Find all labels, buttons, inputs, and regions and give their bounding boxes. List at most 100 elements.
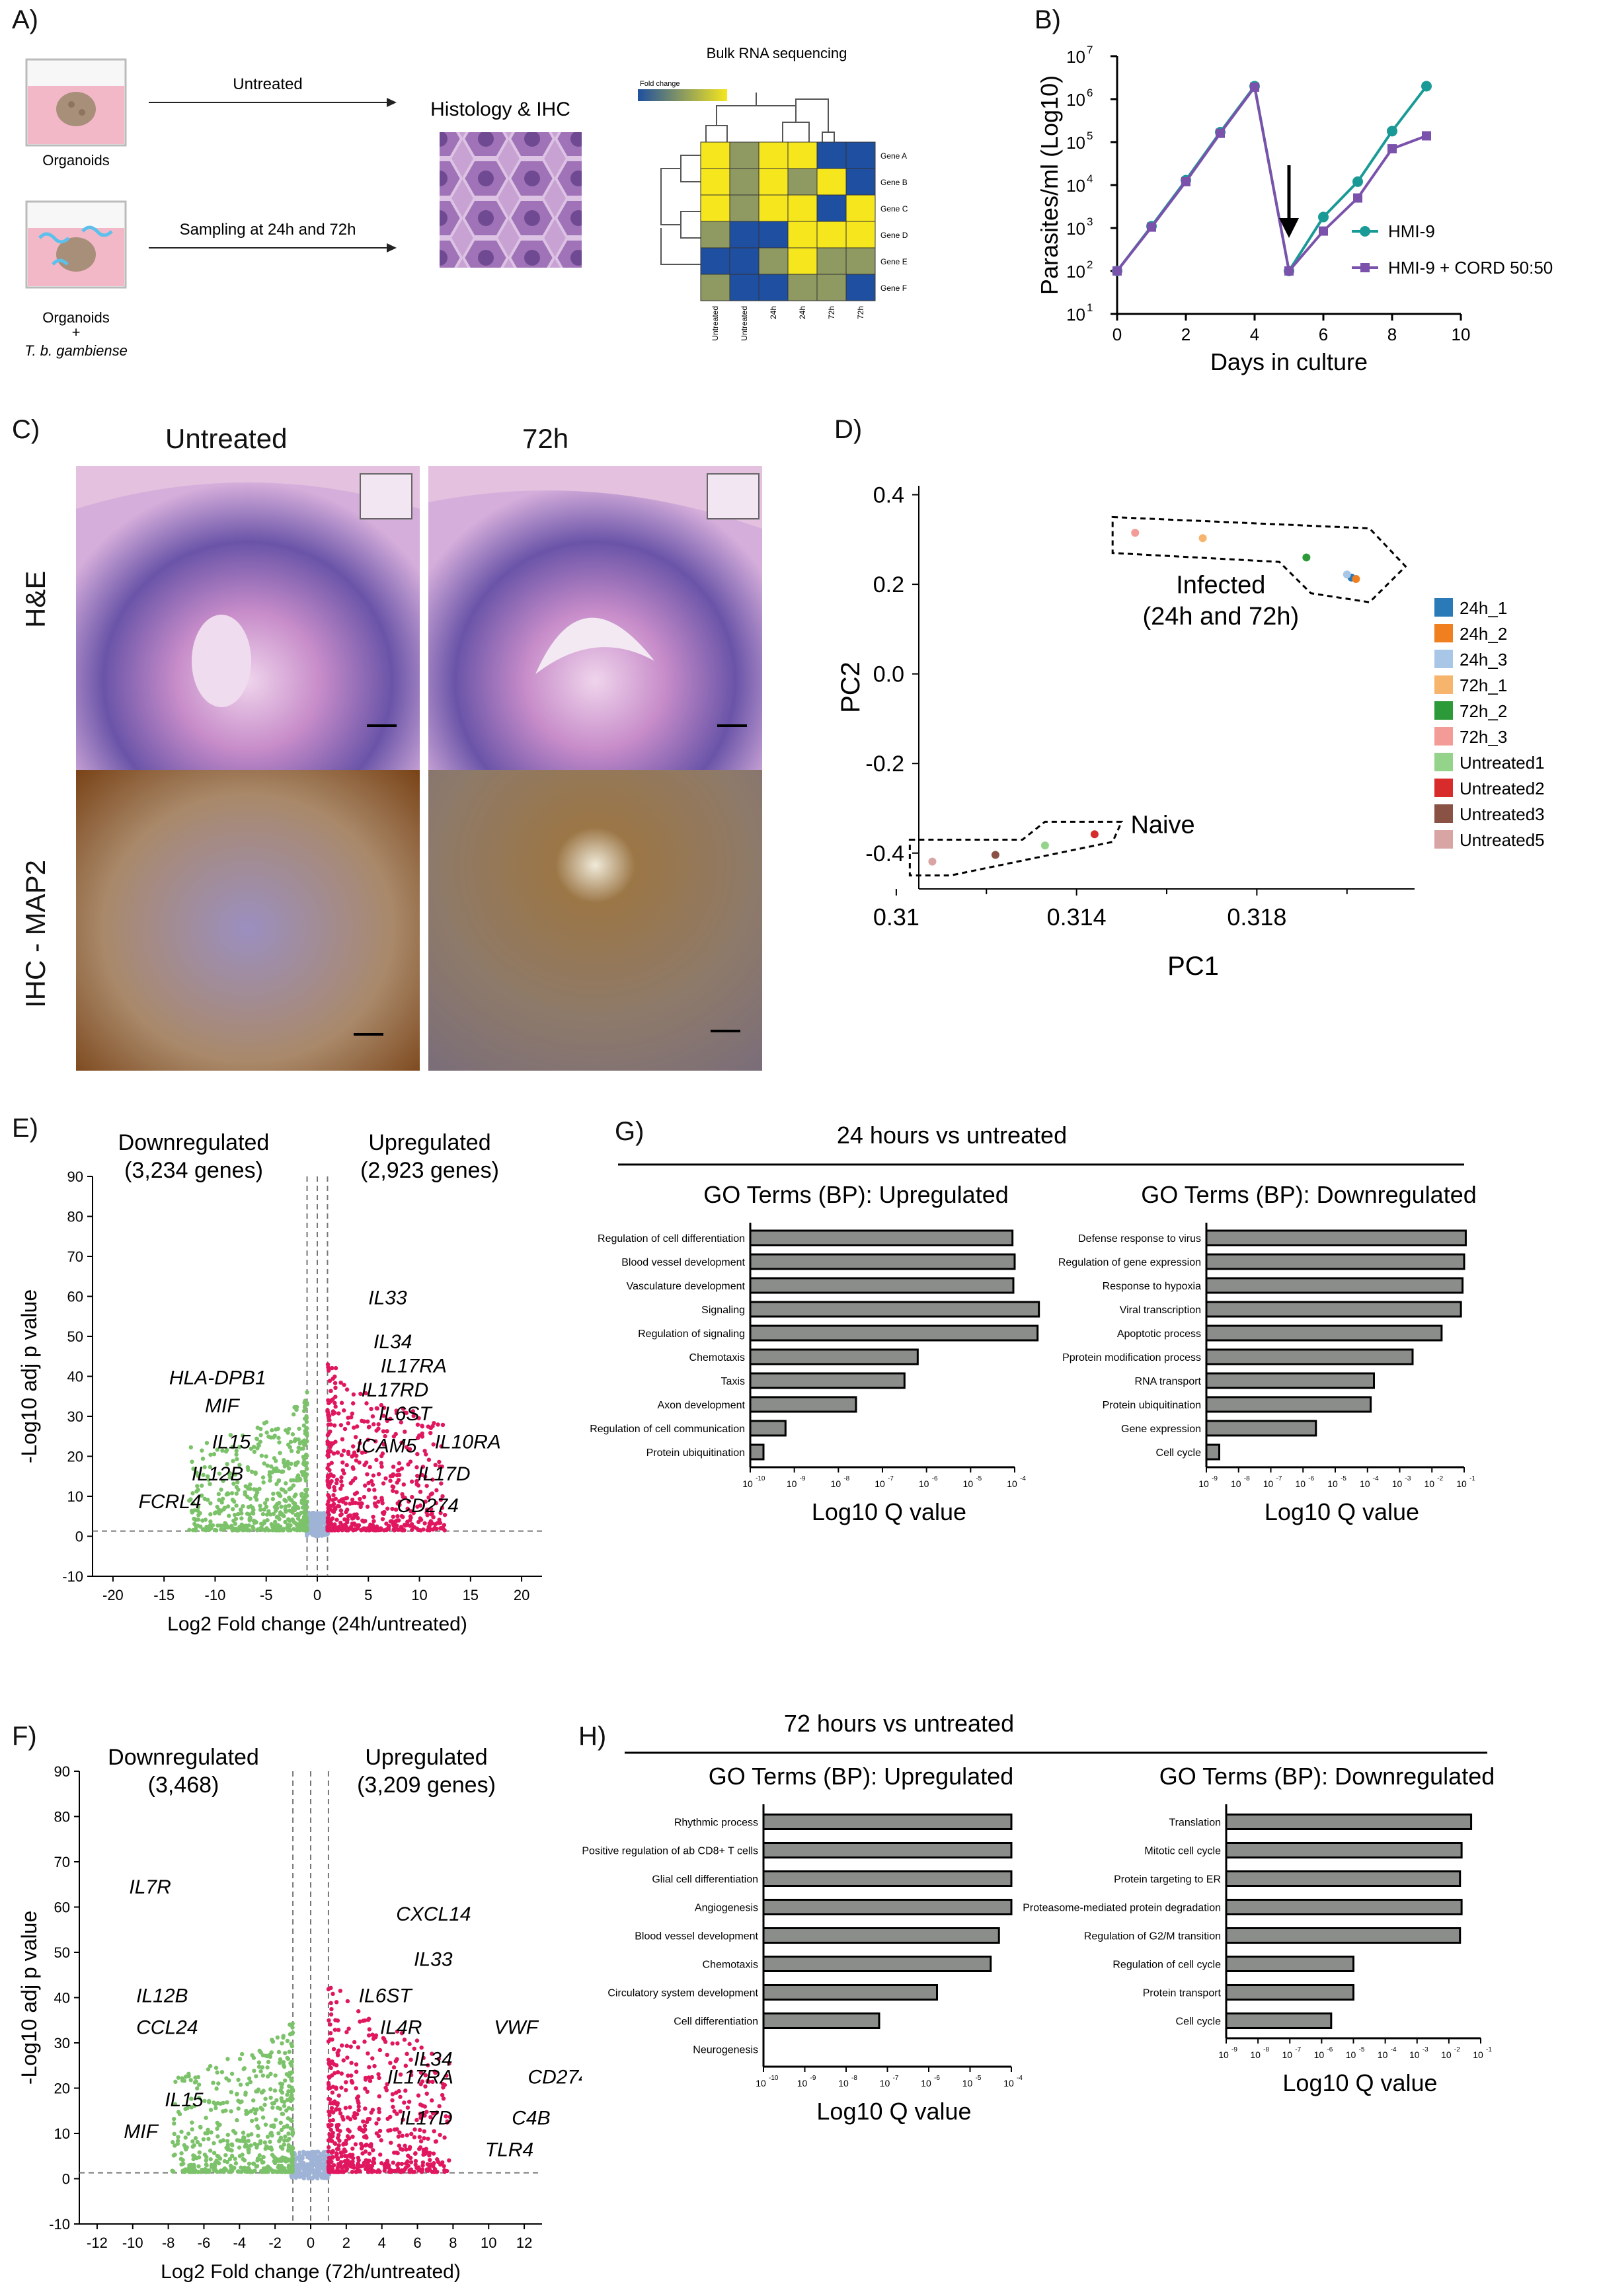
gene-point-down xyxy=(260,2115,266,2120)
gene-point-down xyxy=(287,1426,292,1432)
gene-point-up xyxy=(426,2136,430,2141)
gene-point-down xyxy=(248,1482,253,1487)
gene-point-up xyxy=(411,1414,416,1418)
gene-point-up xyxy=(413,2159,418,2164)
heatmap-cell xyxy=(845,141,876,169)
point-hmi9 xyxy=(1387,126,1397,137)
gene-point-down xyxy=(304,1431,309,1435)
gene-point-up xyxy=(372,1528,377,1533)
gene-point-up xyxy=(378,1526,383,1531)
go-x-tick-label: 10 xyxy=(1250,2049,1261,2060)
gene-point-up xyxy=(338,1423,344,1428)
y-tick-label: 20 xyxy=(67,1449,83,1465)
gene-point-up xyxy=(354,1453,359,1458)
gene-point-down xyxy=(225,2132,231,2137)
go-x-axis-label: Log10 Q value xyxy=(816,2098,971,2125)
gene-point-down xyxy=(282,2064,287,2069)
gene-point-up xyxy=(434,2110,440,2115)
gene-point-up xyxy=(331,2118,335,2123)
go-term-label: Regulation of signaling xyxy=(638,1328,745,1340)
go-x-tick-exponent: -8 xyxy=(851,2075,857,2082)
gene-point-up xyxy=(338,2129,342,2133)
y-tick-label: -0.2 xyxy=(865,751,904,777)
gene-point-up xyxy=(340,2114,345,2120)
gene-point-down xyxy=(271,1491,276,1496)
gene-point-ns xyxy=(311,1518,315,1523)
gene-point-down xyxy=(280,2099,285,2104)
go-bar xyxy=(749,1443,765,1461)
gene-point-up xyxy=(382,1510,387,1515)
gene-point-up xyxy=(344,2168,349,2172)
x-tick-label: 10 xyxy=(1452,325,1471,344)
gene-point-up xyxy=(430,2098,434,2103)
gene-point-down xyxy=(178,2157,184,2161)
gene-point-up xyxy=(376,1500,381,1504)
gene-point-down xyxy=(249,2118,254,2124)
fold-change-label: Fold change xyxy=(640,80,680,88)
gene-point-down xyxy=(237,2138,242,2143)
legend-swatch xyxy=(1434,804,1453,823)
x-axis-label: PC1 xyxy=(1167,952,1219,981)
heatmap-gene-label: Gene E xyxy=(880,257,908,266)
gene-point-ns xyxy=(309,2152,313,2157)
y-axis-label: -Log10 adj p value xyxy=(17,1911,41,2085)
gene-point-up xyxy=(395,2162,400,2168)
x-tick-label: -4 xyxy=(233,2235,247,2251)
point-hmi9 xyxy=(1352,176,1363,187)
gene-point-down xyxy=(190,1459,194,1464)
gene-point-down xyxy=(224,2076,229,2081)
gene-point-down xyxy=(278,2088,283,2093)
gene-point-down xyxy=(245,1512,250,1516)
gene-point-ns xyxy=(304,2164,309,2168)
treatment-arrowhead xyxy=(1279,218,1299,238)
x-tick-label: 20 xyxy=(514,1587,529,1603)
gene-point-up xyxy=(335,2165,340,2170)
gene-point-down xyxy=(287,1487,292,1492)
gene-point-up xyxy=(380,1517,385,1521)
y-tick-label: 10 xyxy=(1066,219,1085,239)
heatmap-cell xyxy=(816,141,847,169)
organoids-infected-label: Organoids xyxy=(42,309,110,326)
gene-point-up xyxy=(416,1416,421,1421)
gene-point-up xyxy=(350,1401,356,1406)
gene-point-down xyxy=(266,1509,271,1513)
gene-point-down xyxy=(276,1478,282,1483)
gene-point-up xyxy=(426,1424,430,1429)
legend-label: Untreated5 xyxy=(1460,830,1545,850)
gene-point-down xyxy=(241,1433,245,1438)
gene-point-down xyxy=(272,2100,276,2106)
gene-point-up xyxy=(444,2168,449,2174)
go-bar xyxy=(749,1229,1014,1246)
gene-point-up xyxy=(414,1465,419,1470)
gene-point-down xyxy=(246,1504,251,1510)
gene-point-down xyxy=(171,2116,176,2122)
gene-point-up xyxy=(395,2112,399,2116)
gene-point-up xyxy=(409,2069,414,2074)
gene-point-down xyxy=(202,2098,207,2104)
gene-point-up xyxy=(331,2047,336,2051)
gene-point-up xyxy=(340,1483,344,1488)
gene-point-up xyxy=(392,2127,397,2132)
gene-point-up xyxy=(349,1526,354,1531)
gene-point-down xyxy=(193,2168,198,2173)
gene-point-down xyxy=(190,2127,194,2132)
gene-point-up xyxy=(379,1453,384,1459)
go-bar xyxy=(1225,1956,1354,1972)
gene-label: VWF xyxy=(494,2016,539,2038)
gene-point-down xyxy=(283,1519,288,1525)
gene-point-up xyxy=(346,1421,350,1426)
gene-point-up xyxy=(348,2105,352,2110)
gene-point-up xyxy=(371,1422,376,1427)
gene-point-down xyxy=(206,2137,211,2141)
gene-point-up xyxy=(332,1485,336,1490)
gene-point-up xyxy=(350,2080,355,2085)
gene-point-down xyxy=(301,1455,306,1459)
gene-point-down xyxy=(176,2075,181,2080)
gene-point-up xyxy=(382,2163,387,2168)
gene-point-up xyxy=(420,1434,425,1439)
gene-point-down xyxy=(239,2051,245,2057)
gene-point-down xyxy=(192,2143,196,2148)
legend-swatch xyxy=(1434,830,1453,849)
gene-point-up xyxy=(385,1429,389,1434)
gene-point-up xyxy=(333,2018,338,2022)
